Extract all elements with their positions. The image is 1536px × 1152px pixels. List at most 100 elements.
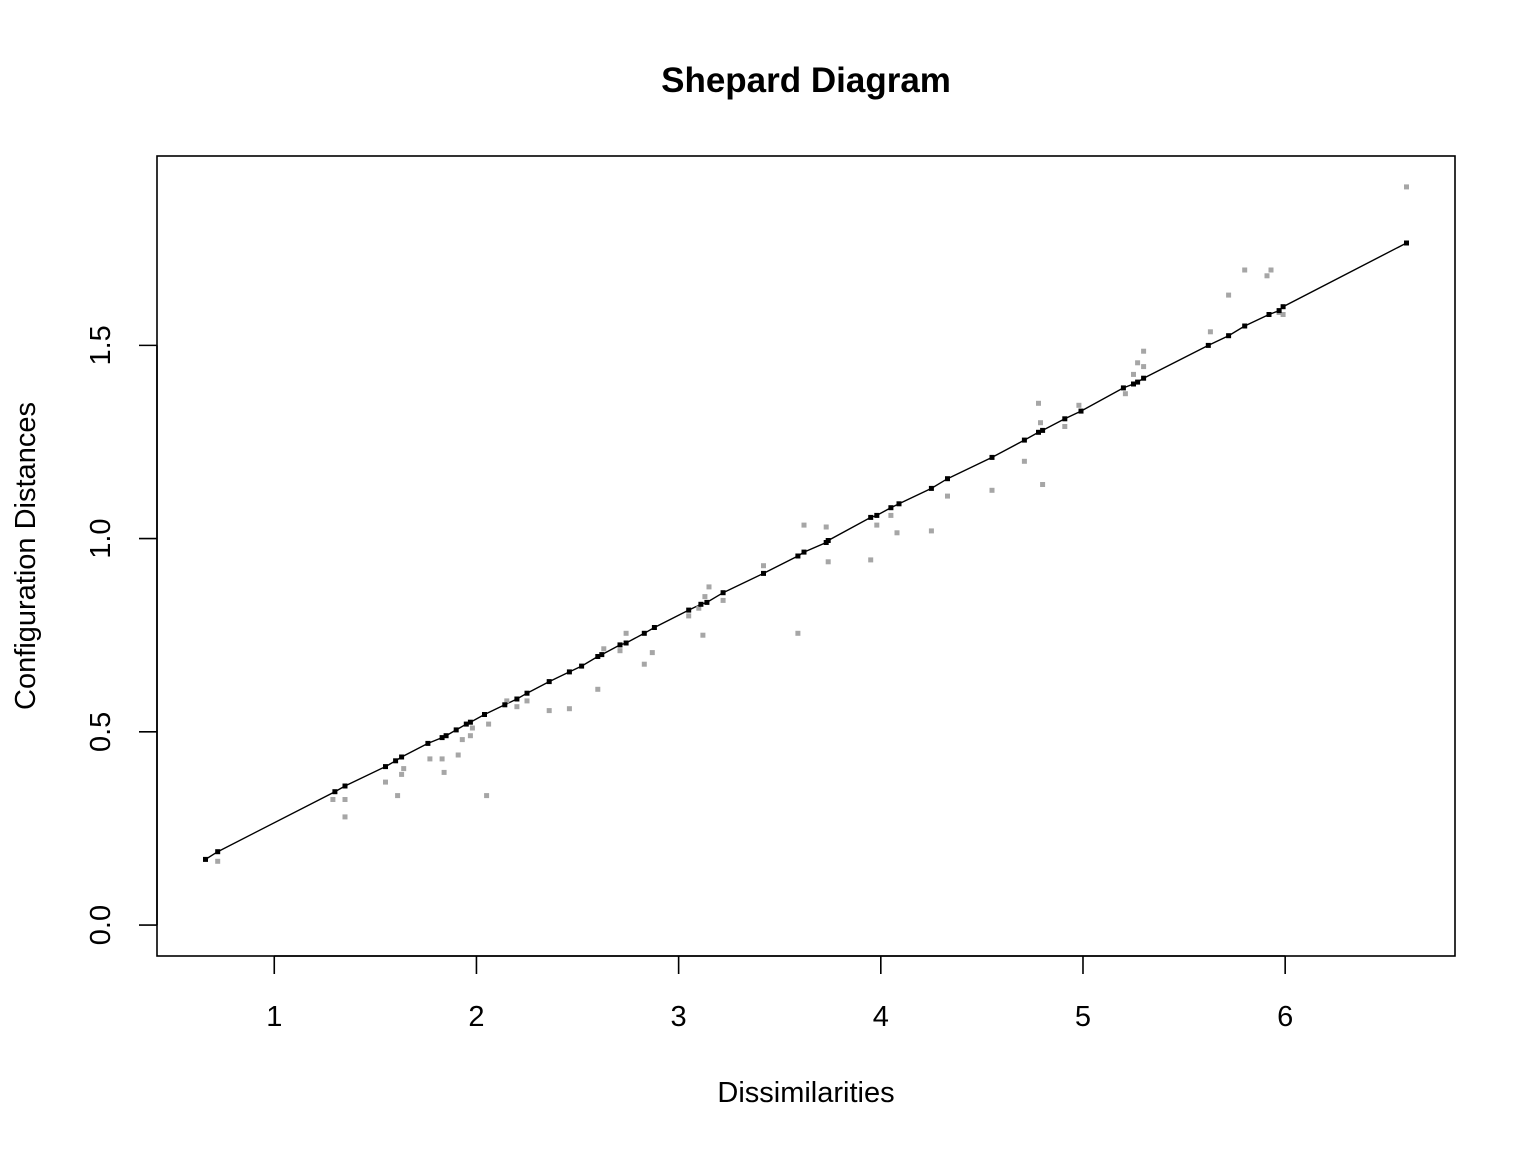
observed-point: [595, 686, 601, 692]
observed-point: [868, 557, 874, 563]
observed-point: [617, 648, 623, 654]
fitted-point: [1141, 375, 1147, 381]
fitted-point: [546, 679, 552, 685]
fitted-point: [579, 663, 585, 669]
fitted-point: [1131, 381, 1136, 387]
observed-point: [427, 756, 433, 762]
fitted-point: [203, 856, 208, 862]
observed-point: [330, 797, 336, 802]
observed-point: [623, 630, 629, 636]
fitted-point: [1040, 427, 1046, 433]
observed-point: [702, 594, 708, 600]
observed-point: [441, 769, 447, 775]
observed-point: [1242, 267, 1248, 273]
observed-point: [401, 766, 407, 772]
fitted-point: [623, 640, 629, 646]
fitted-point: [1242, 323, 1248, 329]
fitted-point: [439, 735, 445, 741]
plot-frame: [156, 155, 1456, 957]
fitted-point: [989, 454, 995, 460]
observed-point: [1131, 371, 1136, 377]
observed-point: [399, 771, 405, 777]
points-layer: [203, 184, 1409, 864]
y-tick-label: 1.0: [85, 518, 117, 558]
observed-point: [1264, 273, 1270, 279]
observed-point: [439, 756, 445, 762]
fitted-point: [945, 476, 950, 482]
fitted-point: [467, 719, 473, 725]
fitted-point: [651, 625, 657, 630]
fitted-point: [795, 553, 801, 559]
y-tick-label: 0.5: [85, 712, 117, 752]
fitted-point: [1226, 333, 1232, 339]
observed-point: [874, 522, 880, 528]
observed-point: [459, 737, 465, 743]
observed-point: [945, 493, 950, 499]
observed-point: [696, 605, 702, 611]
observed-point: [342, 814, 348, 820]
observed-point: [342, 797, 348, 802]
observed-point: [524, 698, 530, 704]
observed-point: [455, 752, 461, 758]
observed-point: [546, 708, 552, 714]
observed-point: [894, 530, 900, 536]
observed-point: [1141, 348, 1147, 354]
fitted-point: [595, 654, 601, 659]
fitted-point: [928, 485, 934, 491]
observed-point: [641, 661, 647, 667]
chart-title: Shepard Diagram: [661, 61, 951, 100]
x-tick-label: 6: [1277, 1001, 1293, 1033]
observed-point: [1062, 424, 1068, 429]
fitted-point: [617, 642, 623, 648]
fitted-point: [698, 601, 704, 607]
fitted-point: [566, 669, 572, 675]
fitted-point: [332, 789, 338, 795]
observed-point: [467, 733, 473, 739]
observed-point: [649, 650, 655, 656]
observed-point: [1036, 400, 1041, 406]
observed-point: [823, 524, 829, 530]
observed-point: [601, 646, 607, 652]
fitted-point: [1135, 379, 1141, 385]
fitted-point: [599, 652, 605, 658]
fitted-point: [453, 727, 459, 733]
observed-point: [383, 779, 388, 785]
observed-point: [720, 597, 726, 603]
fitted-point: [1021, 437, 1027, 443]
observed-point: [761, 563, 766, 569]
fitted-point: [399, 754, 405, 760]
fitted-point: [1280, 304, 1286, 310]
observed-point: [888, 512, 894, 518]
fitted-point: [1062, 416, 1068, 422]
fitted-point: [383, 764, 388, 770]
fitted-point: [761, 570, 766, 576]
fitted-point: [686, 607, 692, 613]
observed-point: [486, 721, 492, 727]
observed-point: [1207, 329, 1213, 335]
fitted-point: [896, 501, 902, 507]
fitted-point: [888, 505, 894, 511]
fitted-point: [1120, 385, 1126, 391]
x-tick-label: 4: [873, 1001, 889, 1033]
y-axis-label: Configuration Distances: [10, 402, 42, 710]
observed-point: [1268, 267, 1274, 273]
fitted-point: [1205, 342, 1211, 348]
observed-point: [1135, 360, 1141, 366]
fitted-point: [720, 590, 726, 596]
observed-point: [795, 630, 801, 636]
observed-point: [469, 725, 475, 731]
observed-point: [825, 559, 831, 565]
observed-point: [1038, 420, 1043, 426]
observed-point: [1040, 482, 1046, 487]
x-tick-label: 2: [468, 1001, 484, 1033]
x-tick-label: 5: [1075, 1001, 1091, 1033]
fitted-point: [463, 721, 469, 727]
x-tick-label: 1: [266, 1001, 282, 1033]
fit-line-path: [205, 242, 1407, 860]
observed-point: [484, 793, 490, 799]
observed-point: [706, 584, 712, 590]
fitted-point: [641, 630, 647, 636]
y-tick-label: 1.5: [85, 325, 117, 365]
observed-point: [1280, 312, 1286, 317]
